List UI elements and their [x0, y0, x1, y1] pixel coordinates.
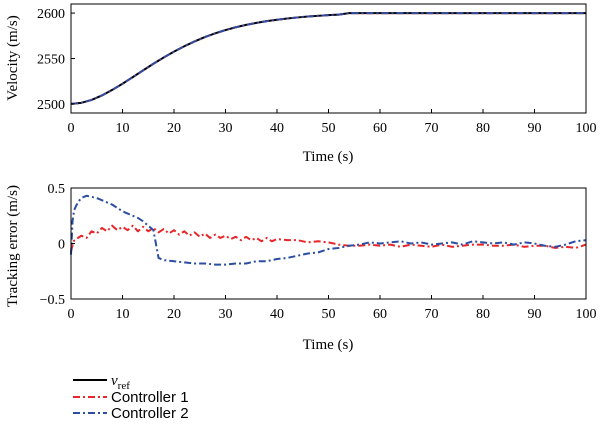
- error-series-layer: [70, 194, 587, 266]
- velocity-x-axis-label: Time (s): [303, 149, 354, 165]
- error-x-tick-label: 80: [476, 307, 490, 322]
- velocity-x-tick-label: 100: [576, 121, 597, 136]
- error-x-axis-label: Time (s): [303, 337, 354, 353]
- velocity-plot-frame: [70, 3, 587, 114]
- velocity-x-tick-label: 90: [528, 121, 542, 136]
- velocity-x-tick-label: 60: [373, 121, 387, 136]
- legend-label-controller-2: Controller 2: [111, 405, 189, 422]
- legend-entry-controller-2: Controller 2: [73, 405, 189, 422]
- error-x-tick-label: 100: [576, 307, 597, 322]
- legend-label-controller-1: Controller 1: [111, 389, 189, 406]
- velocity-series-v-ref: [70, 12, 586, 105]
- error-x-tick-label: 50: [322, 307, 336, 322]
- velocity-chart: 0 10 20 30 40 50 60 70 80 90 100 2500 2550 2600 Time …: [5, 3, 597, 165]
- legend-label-vref: vref: [111, 373, 130, 392]
- error-x-tick-label: 40: [270, 307, 284, 322]
- velocity-y-axis-label: Velocity (m/s): [5, 15, 21, 100]
- velocity-x-tick-label: 0: [68, 121, 75, 136]
- error-y-tick-label: 0: [58, 238, 65, 253]
- velocity-x-tick-label: 80: [476, 121, 490, 136]
- error-x-tick-label: 0: [68, 307, 75, 322]
- error-series-controller-1: [70, 224, 587, 252]
- velocity-series-layer: [70, 12, 586, 105]
- error-x-tick-label: 30: [219, 307, 233, 322]
- error-x-tick-label: 90: [528, 307, 542, 322]
- velocity-x-tick-label: 50: [322, 121, 336, 136]
- velocity-x-tick-label: 30: [219, 121, 233, 136]
- legend-vref-symbol: v: [111, 373, 118, 389]
- error-plot-frame: [70, 187, 587, 300]
- velocity-series-controller-2: [70, 12, 586, 105]
- error-x-tick-label: 70: [425, 307, 439, 322]
- legend-entry-controller-1: Controller 1: [73, 389, 189, 406]
- error-x-tick-label: 20: [167, 307, 181, 322]
- velocity-x-tick-label: 10: [116, 121, 130, 136]
- velocity-series-controller-1: [70, 12, 586, 105]
- velocity-x-tick-label: 20: [167, 121, 181, 136]
- velocity-x-tick-label: 70: [425, 121, 439, 136]
- velocity-y-tick-label: 2550: [37, 53, 65, 68]
- velocity-x-tick-label: 40: [270, 121, 284, 136]
- legend-vref-subscript: ref: [118, 380, 131, 392]
- legend: vref Controller 1 Controller 2: [73, 373, 189, 422]
- error-y-tick-label: 0.5: [48, 182, 66, 197]
- legend-entry-vref: vref: [73, 373, 130, 392]
- error-x-tick-label: 60: [373, 307, 387, 322]
- error-y-tick-label: −0.5: [40, 293, 65, 308]
- velocity-y-tick-label: 2600: [37, 7, 65, 22]
- velocity-y-tick-label: 2500: [37, 98, 65, 113]
- velocity-ticks: 0 10 20 30 40 50 60 70 80 90 100 2500 2550 2600: [37, 7, 597, 136]
- error-x-tick-label: 10: [116, 307, 130, 322]
- error-y-axis-label: Tracking error (m/s): [5, 185, 21, 307]
